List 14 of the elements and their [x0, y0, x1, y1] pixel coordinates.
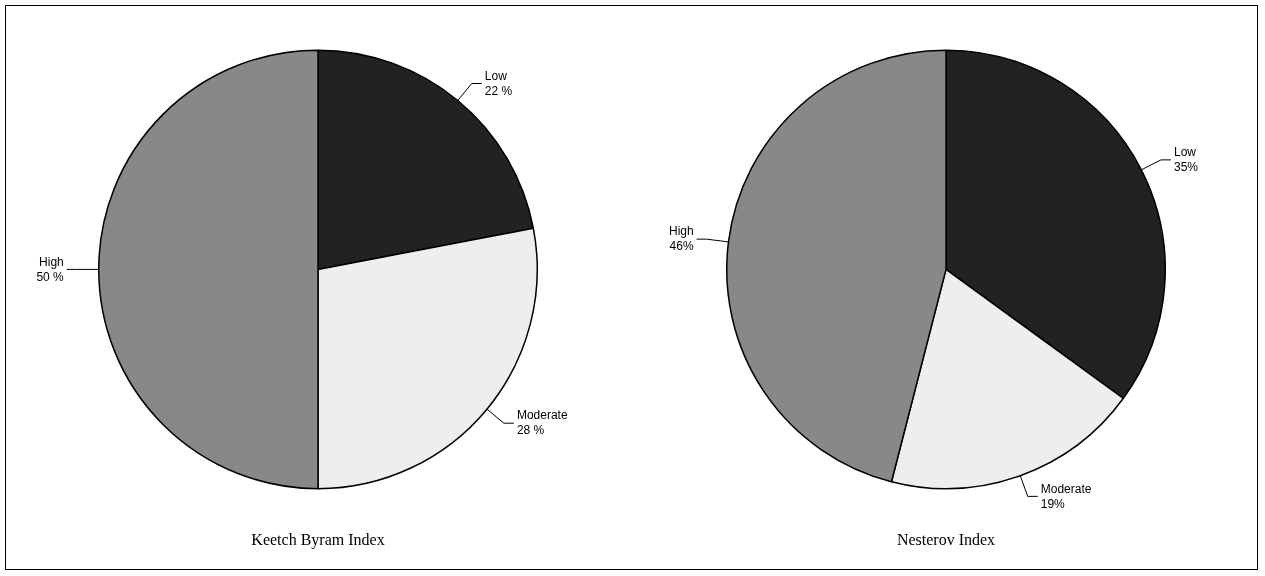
text: Keetch Byram Index: [251, 530, 385, 549]
data-label: 28 %: [516, 423, 545, 438]
data-label: 46%: [669, 239, 694, 254]
data-label: 19%: [1040, 496, 1066, 511]
data-label: 50 %: [36, 269, 65, 284]
slice-label: High: [668, 224, 694, 239]
text: Nesterov Index: [896, 530, 996, 548]
slice-label: Moderate: [516, 408, 568, 423]
slice-label: High: [39, 254, 64, 269]
slice-label: Moderate: [1040, 481, 1092, 496]
data-label: 22 %: [484, 83, 513, 98]
data-label: 35%: [1173, 160, 1199, 175]
slice-label: Low: [484, 68, 508, 83]
slice-label: Low: [1173, 145, 1197, 160]
